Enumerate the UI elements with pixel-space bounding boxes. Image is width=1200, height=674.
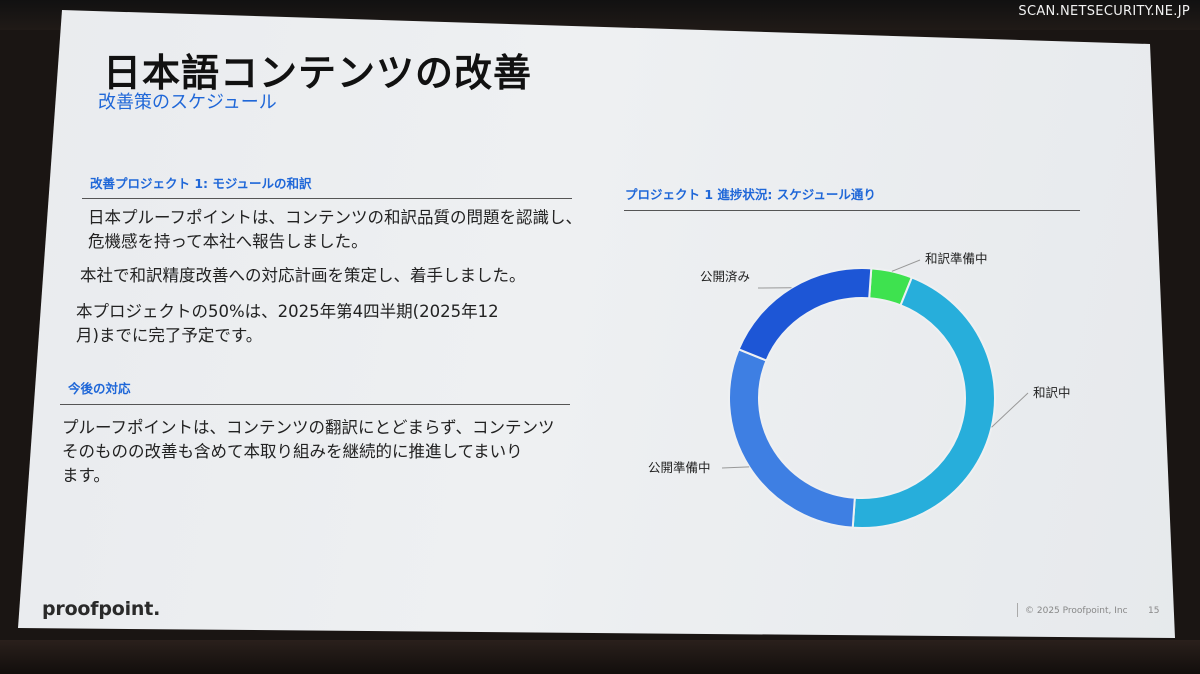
donut-label-3: 公開準備中 xyxy=(648,460,711,475)
section2-rule xyxy=(60,404,570,405)
section1-paragraph-2: 本社で和訳精度改善への対応計画を策定し、着手しました。 xyxy=(80,264,526,288)
footer-separator xyxy=(1017,603,1018,617)
background-bottom xyxy=(0,640,1200,674)
paragraph-line: 本プロジェクトの50%は、2025年第4四半期(2025年12 xyxy=(76,302,499,321)
paragraph-line: プルーフポイントは、コンテンツの翻訳にとどまらず、コンテンツ xyxy=(62,418,555,437)
section1-rule xyxy=(82,198,572,199)
paragraph-line: 日本プルーフポイントは、コンテンツの和訳品質の問題を認識し、 xyxy=(88,208,583,227)
section1-heading: 改善プロジェクト 1: モジュールの和訳 xyxy=(90,176,312,191)
chart-heading: プロジェクト 1 進捗状況: スケジュール通り xyxy=(625,187,876,202)
donut-leader-line-3 xyxy=(721,466,750,469)
donut-slice-2 xyxy=(851,276,996,529)
slide-title: 日本語コンテンツの改善 xyxy=(103,51,533,95)
copyright-text: © 2025 Proofpoint, Inc xyxy=(1025,606,1128,616)
donut-slice-4 xyxy=(737,267,873,362)
paragraph-line: そのものの改善も含めて本取り組みを継続的に推進してまいり xyxy=(62,442,523,461)
chart-heading-rule xyxy=(624,210,1080,211)
page-number: 15 xyxy=(1148,606,1160,616)
donut-leader-line-1 xyxy=(891,259,921,272)
paragraph-line: 本社で和訳精度改善への対応計画を策定し、着手しました。 xyxy=(80,266,526,285)
donut-label-4: 公開済み xyxy=(700,269,750,284)
paragraph-line: 危機感を持って本社へ報告しました。 xyxy=(88,232,368,251)
donut-label-1: 和訳準備中 xyxy=(925,251,988,266)
section2-heading: 今後の対応 xyxy=(68,381,131,396)
paragraph-line: 月)までに完了予定です。 xyxy=(76,326,263,345)
donut-slice-3 xyxy=(728,348,856,529)
proofpoint-logo: proofpoint. xyxy=(42,598,161,620)
section1-paragraph-3: 本プロジェクトの50%は、2025年第4四半期(2025年12 月)までに完了予… xyxy=(76,300,499,348)
section2-paragraph-1: プルーフポイントは、コンテンツの翻訳にとどまらず、コンテンツ そのものの改善も含… xyxy=(62,416,555,488)
watermark: SCAN.NETSECURITY.NE.JP xyxy=(1018,4,1190,19)
donut-leader-line-2 xyxy=(991,392,1029,428)
slide-subtitle: 改善策のスケジュール xyxy=(98,92,277,113)
section1-paragraph-1: 日本プルーフポイントは、コンテンツの和訳品質の問題を認識し、 危機感を持って本社… xyxy=(88,206,582,254)
paragraph-line: ます。 xyxy=(62,466,110,485)
donut-label-2: 和訳中 xyxy=(1033,385,1071,400)
